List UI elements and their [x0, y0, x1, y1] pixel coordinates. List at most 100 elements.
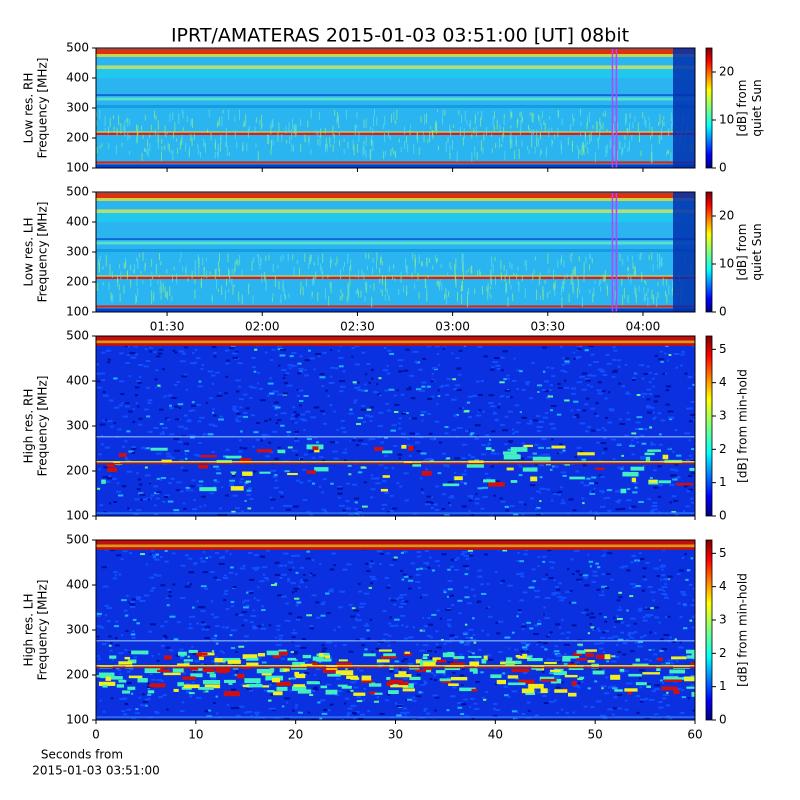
- spectrum-texture: [544, 412, 549, 415]
- spectrum-texture: [117, 494, 124, 497]
- spectrum-texture: [200, 560, 207, 563]
- spectrum-texture: [583, 144, 585, 156]
- spectrum-texture: [202, 571, 209, 574]
- spectrum-texture: [538, 114, 540, 121]
- spectrum-texture: [386, 409, 392, 412]
- spectrum-texture: [130, 692, 134, 695]
- spectrum-texture: [352, 483, 358, 486]
- spectrum-texture: [315, 353, 321, 356]
- spectrum-texture: [561, 144, 563, 155]
- spectrum-texture: [454, 568, 459, 571]
- spectrum-texture: [147, 148, 149, 157]
- spectrum-texture: [382, 369, 389, 372]
- spectrum-texture: [102, 476, 108, 479]
- x-tick-label: 60: [687, 728, 702, 742]
- spectrum-texture: [142, 280, 144, 284]
- spectrum-texture: [367, 709, 371, 712]
- spectrum-texture: [514, 648, 519, 651]
- spectrum-texture: [239, 446, 243, 449]
- spectrum-texture: [376, 116, 378, 126]
- spectrum-texture: [383, 653, 396, 657]
- spectrum-texture: [601, 555, 605, 558]
- spectrum-texture: [665, 403, 670, 406]
- spectrum-texture: [660, 128, 662, 140]
- spectrum-texture: [221, 285, 223, 296]
- spectrum-texture: [496, 632, 501, 635]
- spectrum-texture: [409, 575, 413, 578]
- spectrum-texture: [470, 432, 475, 435]
- spectrum-texture: [636, 441, 639, 444]
- colorbar-tick-label: 10: [719, 113, 734, 127]
- spectrum-texture: [279, 354, 286, 357]
- spectrum-texture: [615, 290, 617, 300]
- spectrum-texture: [160, 295, 162, 300]
- spectrum-texture: [581, 681, 584, 684]
- spectrum-texture: [555, 623, 561, 626]
- spectrum-texture: [534, 508, 538, 511]
- spectrum-texture: [213, 355, 217, 358]
- spectrum-texture: [498, 650, 503, 653]
- spectrum-texture: [517, 281, 519, 285]
- spectrum-texture: [495, 364, 501, 367]
- spectrum-texture: [385, 454, 388, 457]
- spectrum-texture: [592, 574, 599, 577]
- spectrum-texture: [660, 419, 666, 422]
- spectrum-texture: [314, 467, 329, 472]
- spectrum-texture: [338, 356, 344, 359]
- spectrum-texture: [120, 271, 122, 280]
- spectrum-texture: [654, 354, 658, 357]
- spectrum-texture: [96, 666, 695, 669]
- spectrum-texture: [435, 485, 439, 488]
- spectrum-texture: [299, 418, 306, 421]
- colorbar-tick-label: 0: [719, 161, 727, 175]
- spectrum-texture: [602, 112, 604, 117]
- spectrum-texture: [613, 616, 616, 619]
- spectrum-texture: [520, 650, 525, 653]
- spectrum-texture: [551, 438, 554, 441]
- spectrum-texture: [633, 622, 637, 625]
- spectrum-texture: [298, 267, 300, 276]
- spectrum-texture: [151, 258, 153, 268]
- spectrum-texture: [117, 482, 120, 485]
- spectrum-texture: [639, 669, 646, 672]
- spectrum-texture: [538, 420, 545, 423]
- spectrum-texture: [448, 496, 455, 499]
- spectrum-texture: [409, 129, 411, 136]
- spectrum-texture: [164, 550, 168, 553]
- spectrum-texture: [236, 415, 242, 418]
- spectrum-texture: [164, 494, 170, 497]
- spectrum-texture: [315, 601, 320, 604]
- spectrum-texture: [387, 693, 391, 696]
- spectrum-texture: [268, 624, 272, 627]
- spectrum-texture: [236, 259, 238, 265]
- spectrum-texture: [517, 609, 522, 612]
- spectrum-texture: [394, 702, 397, 705]
- spectrum-texture: [661, 574, 666, 577]
- spectrum-texture: [616, 615, 619, 618]
- spectrum-texture: [639, 254, 641, 261]
- spectrum-texture: [486, 654, 492, 657]
- spectrum-texture: [620, 467, 624, 470]
- spectrum-texture: [366, 282, 368, 293]
- spectrum-texture: [389, 616, 392, 619]
- spectrum-texture: [378, 463, 384, 466]
- spectrum-texture: [249, 578, 255, 581]
- spectrum-texture: [629, 122, 631, 132]
- spectrum-texture: [621, 466, 625, 469]
- spectrum-texture: [493, 411, 497, 414]
- spectrum-texture: [383, 123, 385, 130]
- spectrum-texture: [325, 592, 330, 595]
- spectrum-texture: [572, 140, 574, 147]
- spectrum-texture: [642, 567, 647, 570]
- spectrum-texture: [319, 373, 325, 376]
- spectrum-texture: [627, 255, 629, 262]
- spectrum-texture: [171, 396, 177, 399]
- spectrum-texture: [102, 266, 104, 270]
- spectrum-texture: [642, 634, 647, 637]
- spectrum-texture: [652, 648, 655, 651]
- spectrum-texture: [558, 451, 564, 454]
- spectrum-texture: [487, 442, 492, 445]
- spectrum-texture: [372, 128, 374, 134]
- spectrum-texture: [522, 513, 525, 516]
- spectrum-texture: [182, 596, 185, 599]
